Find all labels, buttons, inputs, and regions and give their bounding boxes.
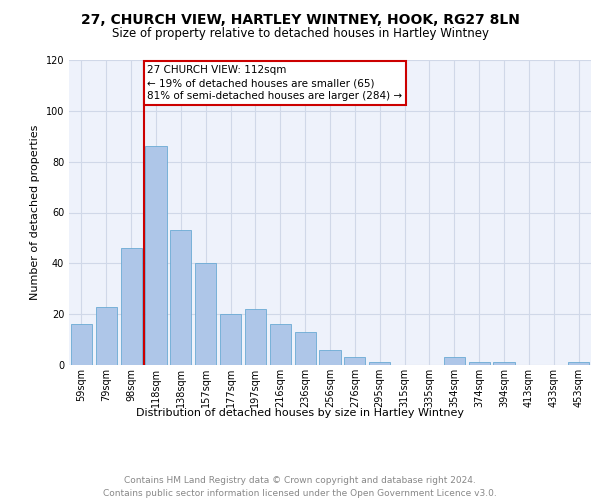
Bar bbox=[344, 358, 365, 365]
Y-axis label: Number of detached properties: Number of detached properties bbox=[30, 125, 40, 300]
Text: 27 CHURCH VIEW: 112sqm
← 19% of detached houses are smaller (65)
81% of semi-det: 27 CHURCH VIEW: 112sqm ← 19% of detached… bbox=[148, 65, 403, 102]
Bar bbox=[270, 324, 291, 365]
Bar bbox=[121, 248, 142, 365]
Bar bbox=[295, 332, 316, 365]
Bar bbox=[493, 362, 515, 365]
Bar bbox=[145, 146, 167, 365]
Bar bbox=[568, 362, 589, 365]
Bar bbox=[220, 314, 241, 365]
Text: Contains HM Land Registry data © Crown copyright and database right 2024.
Contai: Contains HM Land Registry data © Crown c… bbox=[103, 476, 497, 498]
Bar bbox=[96, 306, 117, 365]
Bar bbox=[444, 358, 465, 365]
Bar bbox=[369, 362, 390, 365]
Bar bbox=[469, 362, 490, 365]
Text: Distribution of detached houses by size in Hartley Wintney: Distribution of detached houses by size … bbox=[136, 408, 464, 418]
Bar bbox=[319, 350, 341, 365]
Bar bbox=[71, 324, 92, 365]
Text: 27, CHURCH VIEW, HARTLEY WINTNEY, HOOK, RG27 8LN: 27, CHURCH VIEW, HARTLEY WINTNEY, HOOK, … bbox=[80, 12, 520, 26]
Text: Size of property relative to detached houses in Hartley Wintney: Size of property relative to detached ho… bbox=[112, 28, 488, 40]
Bar bbox=[195, 264, 216, 365]
Bar bbox=[245, 309, 266, 365]
Bar bbox=[170, 230, 191, 365]
